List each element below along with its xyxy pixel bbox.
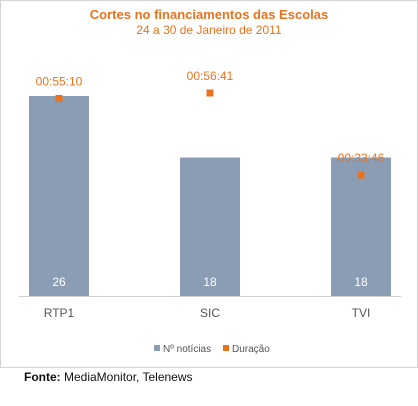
duration-label: 00:56:41 — [187, 69, 234, 83]
bar-value-label: 18 — [203, 275, 217, 289]
legend-swatch-bars — [154, 345, 160, 351]
bar-value-label: 26 — [52, 275, 66, 289]
legend-swatch-duration — [223, 345, 229, 351]
x-tick-label: RTP1 — [44, 306, 75, 320]
duration-label: 00:55:10 — [36, 74, 83, 88]
bar-tvi — [331, 157, 391, 296]
legend-label-bars: Nº notícias — [163, 344, 211, 355]
source-note: Fonte: MediaMonitor, Telenews — [24, 370, 193, 384]
x-tick-label: SIC — [200, 306, 220, 320]
bar-sic — [180, 157, 240, 296]
duration-point-rtp1 — [55, 94, 63, 102]
x-tick-label: TVI — [352, 306, 371, 320]
bar-value-label: 18 — [354, 275, 368, 289]
legend-label-duration: Duração — [232, 344, 270, 355]
chart-subtitle: 24 a 30 de Janeiro de 2011 — [136, 23, 282, 37]
chart-frame: Cortes no financiamentos das Escolas 24 … — [0, 0, 418, 368]
duration-point-sic — [206, 89, 214, 97]
source-label: Fonte: — [24, 370, 61, 384]
chart-plot: 26 00:55:10 RTP1 18 00:56:41 SIC 18 00:33:46 TVI… — [19, 69, 401, 355]
duration-label: 00:33:46 — [338, 151, 385, 165]
bar-rtp1 — [29, 96, 89, 296]
source-text: MediaMonitor, Telenews — [64, 370, 193, 384]
chart-title: Cortes no financiamentos das Escolas — [89, 7, 329, 22]
duration-point-tvi — [357, 171, 365, 179]
